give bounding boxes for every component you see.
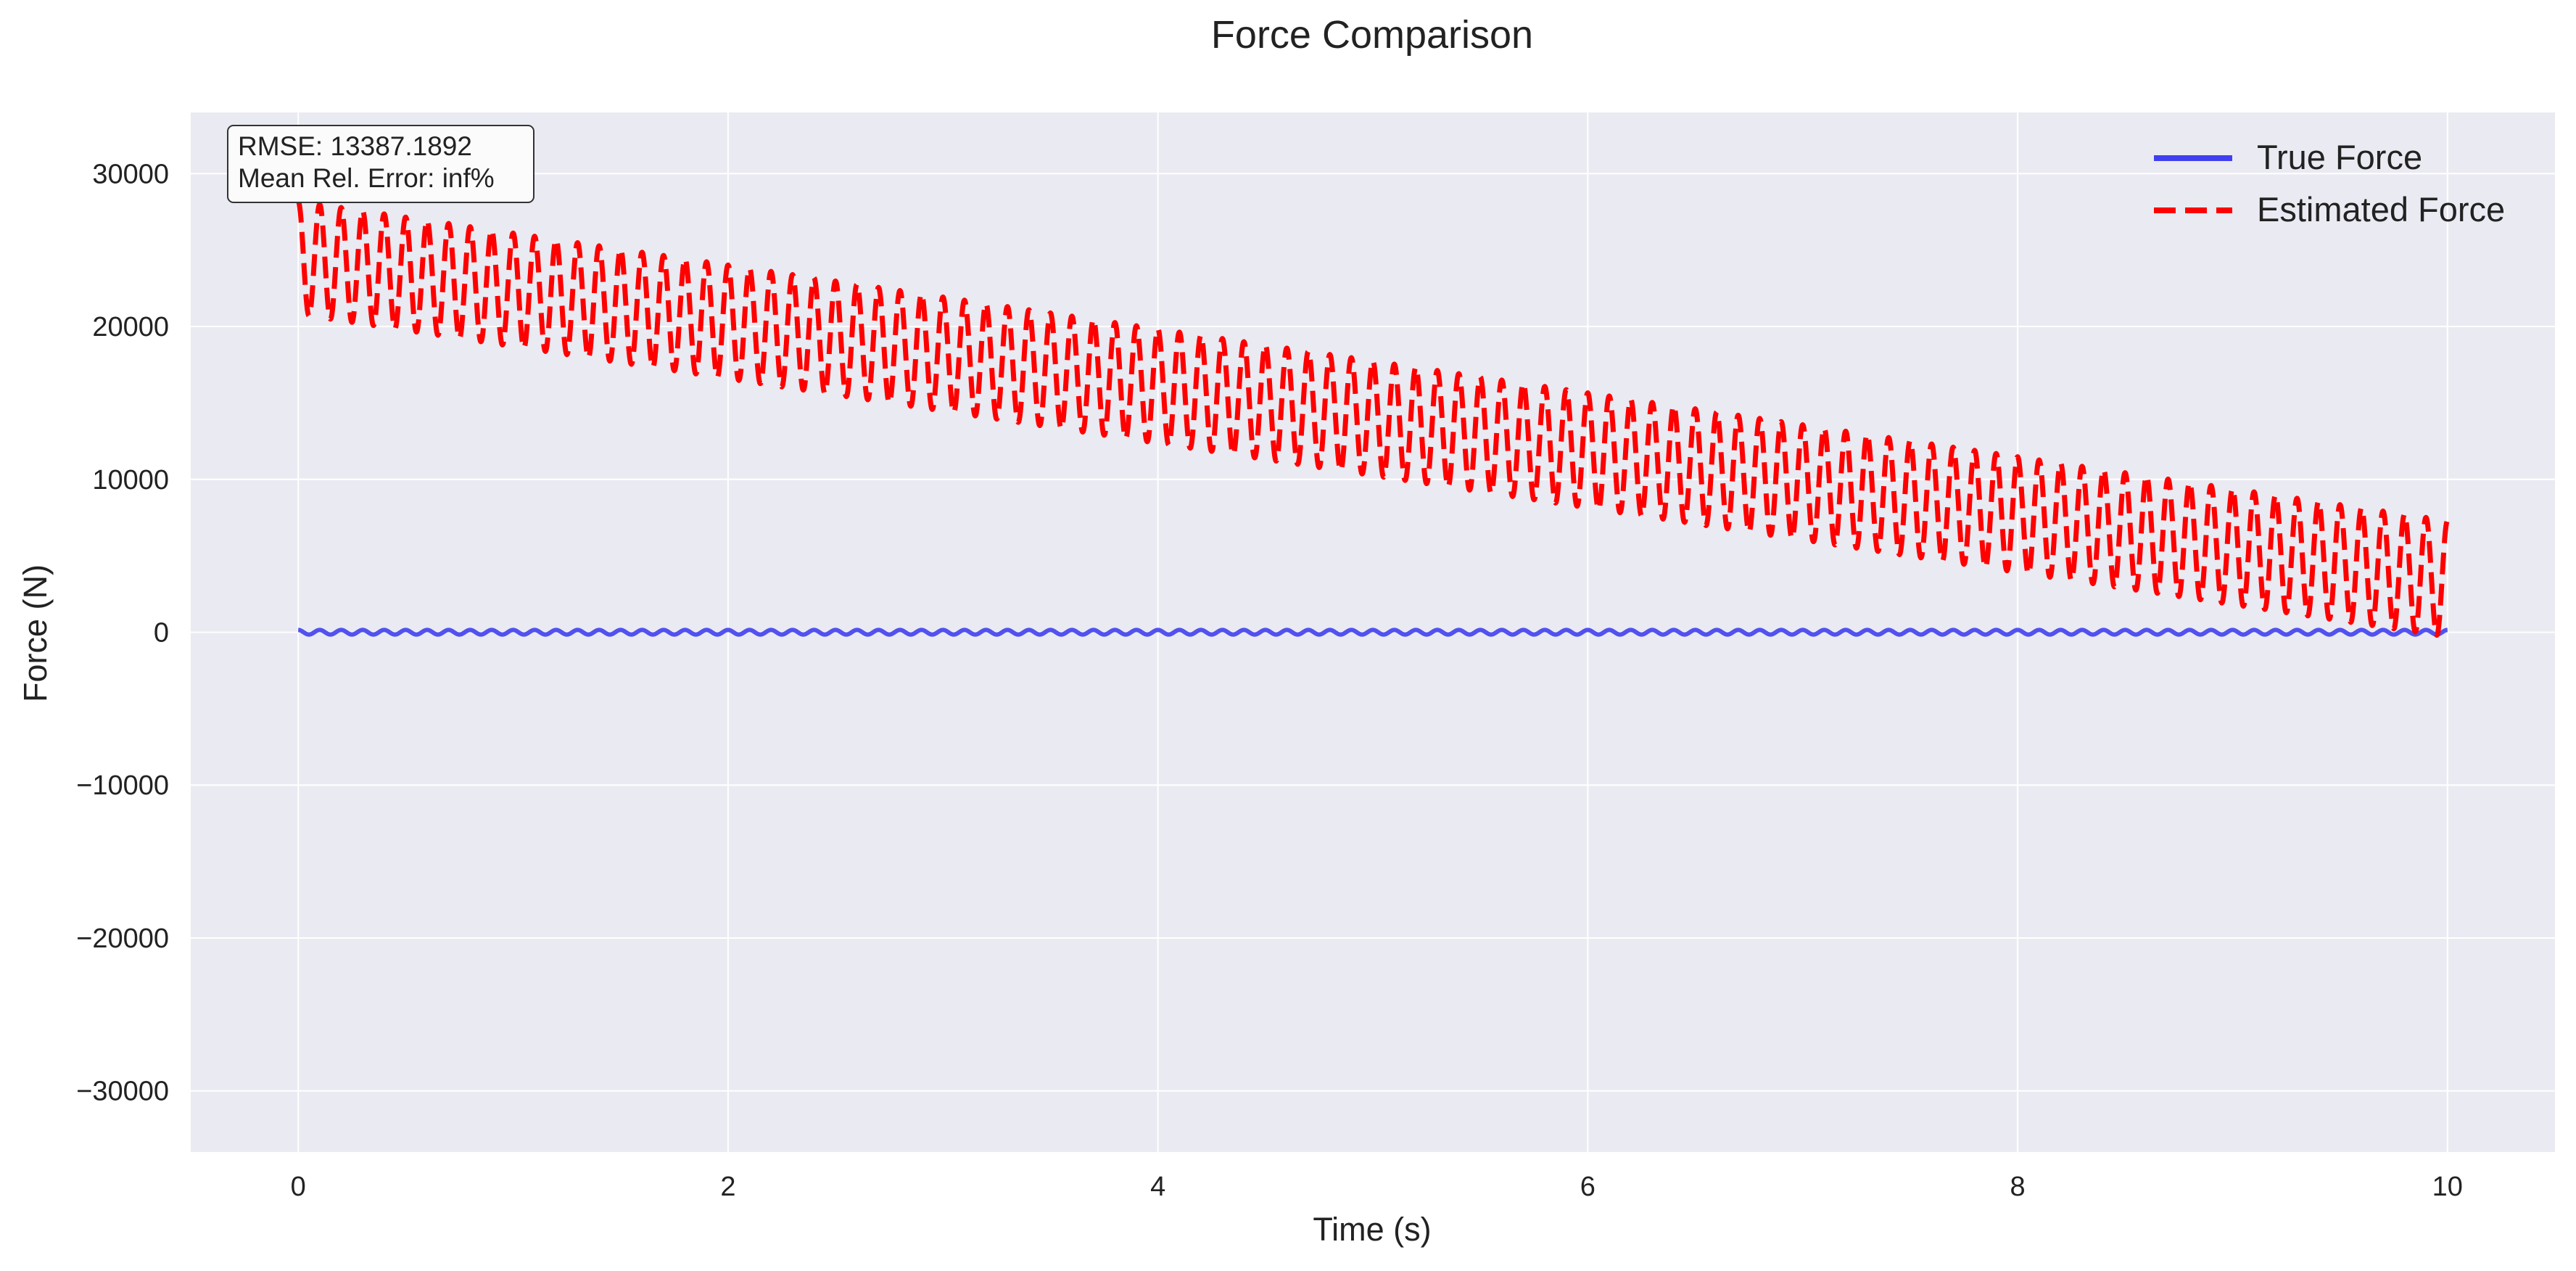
y-tick-label: −10000 [76, 770, 169, 801]
x-tick-label: 4 [1150, 1172, 1165, 1202]
legend-label-true-force: True Force [2257, 138, 2422, 176]
x-axis-ticks: 0 2 4 6 8 10 [291, 1172, 2463, 1202]
stats-rmse: RMSE: 13387.1892 [238, 131, 472, 161]
legend-label-estimated-force: Estimated Force [2257, 190, 2505, 229]
y-tick-label: −30000 [76, 1077, 169, 1107]
stats-mean-rel-error: Mean Rel. Error: inf% [238, 163, 495, 193]
y-tick-label: 30000 [92, 159, 169, 189]
chart-title: Force Comparison [1211, 13, 1533, 57]
x-axis-label: Time (s) [1313, 1211, 1431, 1248]
stats-annotation-box [227, 125, 534, 203]
x-tick-label: 6 [1580, 1172, 1595, 1202]
grid-lines [191, 112, 2555, 1152]
x-tick-label: 10 [2432, 1172, 2463, 1202]
x-tick-label: 0 [291, 1172, 306, 1202]
x-tick-label: 2 [720, 1172, 735, 1202]
y-tick-label: 20000 [92, 312, 169, 342]
y-tick-label: 0 [154, 618, 169, 649]
y-tick-label: −20000 [76, 924, 169, 954]
series-layer [296, 199, 2450, 638]
stats-annotation: RMSE: 13387.1892 Mean Rel. Error: inf% [227, 125, 534, 203]
y-axis-label: Force (N) [17, 564, 54, 702]
y-tick-label: 10000 [92, 465, 169, 495]
legend: True Force Estimated Force [2154, 138, 2505, 229]
series-line-estimated-force [296, 199, 2450, 638]
x-tick-label: 8 [2010, 1172, 2026, 1202]
y-axis-ticks: −30000 −20000 −10000 0 10000 20000 30000 [76, 159, 169, 1106]
series-line-true-force [296, 628, 2450, 637]
